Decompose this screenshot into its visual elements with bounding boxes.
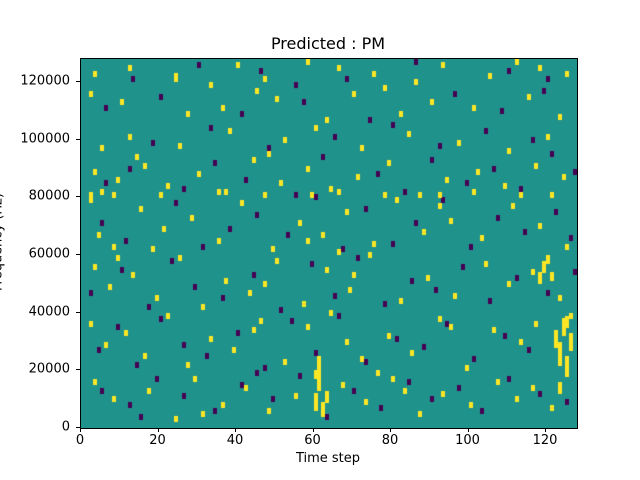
- heatmap-canvas: [81, 59, 577, 428]
- x-tick-mark: [80, 428, 81, 432]
- x-tick-mark: [467, 428, 469, 432]
- x-tick-label: 40: [226, 433, 244, 448]
- y-axis-label: Frequency (Hz): [0, 192, 6, 292]
- y-tick-mark: [76, 196, 80, 198]
- y-tick-label: 100000: [20, 131, 70, 147]
- x-tick-mark: [545, 428, 546, 432]
- x-tick-label: 60: [304, 433, 321, 448]
- y-tick-mark: [76, 369, 80, 371]
- y-tick-label: 40000: [28, 304, 70, 320]
- chart-title: Predicted : PM: [270, 34, 386, 53]
- x-axis-label: Time step: [295, 451, 361, 466]
- y-tick-mark: [76, 254, 80, 256]
- x-tick-label: 120: [532, 433, 558, 448]
- y-tick-mark: [76, 81, 80, 83]
- y-tick-mark: [76, 311, 80, 313]
- x-tick-label: 80: [381, 433, 399, 448]
- x-tick-mark: [235, 428, 236, 432]
- x-tick-mark: [157, 428, 159, 432]
- y-tick-label: 0: [61, 419, 70, 435]
- x-tick-label: 0: [75, 433, 85, 448]
- y-tick-label: 120000: [20, 73, 70, 89]
- x-tick-label: 100: [455, 433, 480, 448]
- y-tick-label: 60000: [28, 246, 70, 262]
- x-tick-mark: [390, 428, 391, 432]
- y-tick-label: 80000: [28, 188, 70, 204]
- y-tick-label: 20000: [28, 361, 70, 377]
- y-tick-mark: [76, 138, 80, 140]
- x-tick-mark: [312, 428, 314, 432]
- y-tick-mark: [76, 427, 80, 428]
- x-tick-label: 20: [149, 433, 166, 448]
- plot-area: [80, 58, 578, 429]
